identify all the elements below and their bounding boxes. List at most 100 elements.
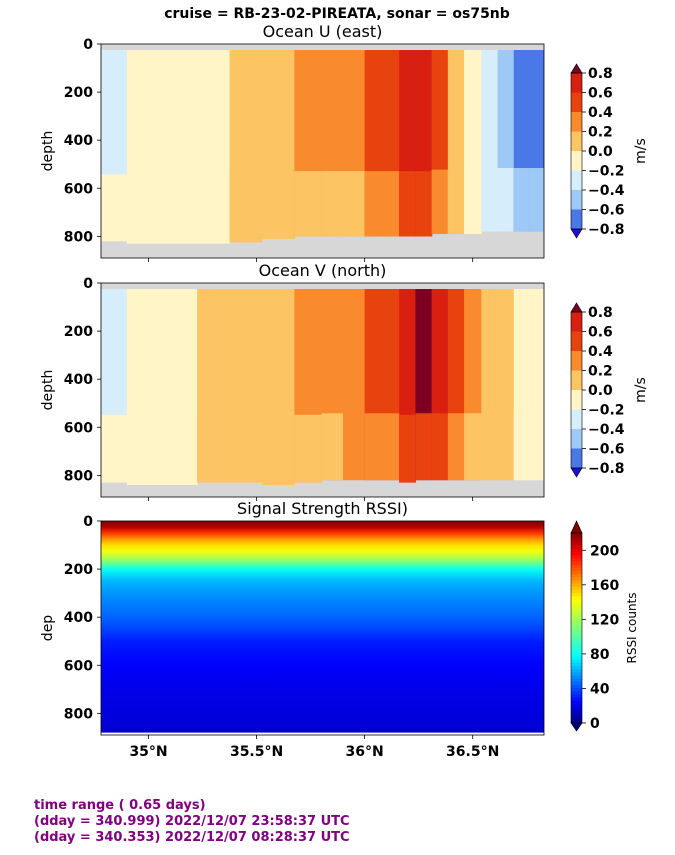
colorbar-segment <box>571 647 582 651</box>
colorbar-extend-max <box>570 520 583 534</box>
colorbar-segment <box>571 624 582 629</box>
colorbar-segment <box>571 666 582 670</box>
velocity-band-deep <box>294 171 323 237</box>
colorbar-segment <box>571 209 582 230</box>
colorbar-segment <box>571 716 582 721</box>
colorbar-extend-max <box>570 63 583 74</box>
colorbar-segment <box>571 678 582 683</box>
velocity-band-deep <box>415 413 433 481</box>
rssi-field <box>101 521 544 733</box>
colorbar-label: RSSI counts <box>625 592 639 663</box>
colorbar-segment <box>571 605 582 610</box>
colorbar-segment <box>571 567 582 572</box>
colorbar-segment <box>571 448 582 469</box>
velocity-band-deep <box>399 171 417 237</box>
colorbar-segment <box>571 580 582 585</box>
colorbar-tick-label: 0.6 <box>588 325 613 341</box>
colorbar-segment <box>571 351 582 371</box>
plot-area <box>101 44 544 258</box>
colorbar-tick-label: −0.6 <box>588 442 625 458</box>
colorbar-segment <box>571 73 582 93</box>
colorbar-tick-label: −0.2 <box>588 403 625 419</box>
colorbar-segment <box>571 312 582 332</box>
colorbar: 0.8 0.6 0.4 0.2 0.0 −0.2 −0.4 −0.6 −0.8 m/s <box>570 302 649 478</box>
velocity-band-deep <box>164 416 198 485</box>
velocity-band-deep <box>126 175 166 244</box>
y-axis-label: depth <box>40 370 56 411</box>
colorbar-segment <box>571 615 582 619</box>
axes-frame <box>100 282 545 498</box>
colorbar-segment <box>571 637 582 642</box>
y-tick-label: 400 <box>64 610 93 626</box>
colorbar-segment <box>571 574 582 578</box>
y-tick-label: 400 <box>64 372 93 388</box>
colorbar-segment <box>571 643 582 648</box>
colorbar-tick-label: −0.8 <box>588 222 625 238</box>
colorbar-segment <box>571 561 582 566</box>
colorbar-segment <box>571 370 582 391</box>
colorbar-tick-label: −0.4 <box>588 422 625 438</box>
colorbar-segment <box>571 700 582 705</box>
colorbar-segment <box>571 662 582 667</box>
colorbar-tick-label: 120 <box>590 612 619 628</box>
velocity-band-deep <box>164 175 198 244</box>
colorbar-segment <box>571 429 582 449</box>
colorbar-segment <box>571 542 582 547</box>
colorbar-tick-label: 0.4 <box>588 105 613 121</box>
velocity-band-deep <box>513 413 531 481</box>
colorbar-segment <box>571 710 582 714</box>
colorbar-segment <box>571 707 582 711</box>
velocity-band-deep <box>343 413 366 481</box>
colorbar-segment <box>571 577 582 581</box>
x-tick-label: 36.5°N <box>446 744 499 760</box>
x-tick-label: 36°N <box>346 744 384 760</box>
plot-area <box>101 521 544 733</box>
velocity-band-deep <box>399 414 417 483</box>
colorbar-tick-label: 0.8 <box>588 305 613 321</box>
colorbar-segment <box>571 533 582 537</box>
colorbar-segment <box>571 331 582 352</box>
velocity-band-deep <box>513 168 531 232</box>
velocity-band-deep <box>126 416 166 485</box>
velocity-band-deep <box>529 413 544 481</box>
colorbar-segment <box>571 170 582 191</box>
plot-area <box>101 283 544 497</box>
velocity-band-deep <box>101 174 128 242</box>
velocity-band-deep <box>431 413 449 481</box>
colorbar-tick-label: 80 <box>590 647 610 663</box>
velocity-band-deep <box>197 175 231 244</box>
velocity-band-deep <box>431 169 449 234</box>
colorbar: 200 160 120 80 40 0 RSSI counts <box>570 520 639 732</box>
velocity-band-deep <box>364 413 384 481</box>
colorbar-segment <box>571 112 582 132</box>
colorbar-segment <box>571 555 582 559</box>
colorbar-tick-label: 200 <box>590 543 619 559</box>
y-axis-label: dep <box>40 615 56 642</box>
axes-frame <box>100 43 545 259</box>
velocity-band-deep <box>229 414 263 483</box>
colorbar-tick-label: 0.2 <box>588 125 613 141</box>
colorbar-segment <box>571 704 582 708</box>
y-tick-label: 600 <box>64 658 93 674</box>
y-tick-label: 0 <box>83 276 93 292</box>
colorbar-tick-label: 0 <box>590 716 600 732</box>
y-tick-label: 400 <box>64 133 93 149</box>
colorbar-extend-min <box>570 228 583 239</box>
colorbar-segment <box>571 719 582 724</box>
colorbar-tick-label: 0.4 <box>588 344 613 360</box>
colorbar-tick-label: 0.0 <box>588 144 613 160</box>
y-tick-label: 200 <box>64 562 93 578</box>
colorbar-segment <box>571 558 582 562</box>
colorbar-segment <box>571 681 582 686</box>
velocity-band-deep <box>447 413 465 481</box>
panel-title: Ocean U (east) <box>263 22 383 41</box>
velocity-band-deep <box>294 414 323 483</box>
figure-suptitle: cruise = RB-23-02-PIREATA, sonar = os75n… <box>164 6 510 22</box>
colorbar-segment <box>571 92 582 113</box>
velocity-band-deep <box>464 169 482 234</box>
colorbar-segment <box>571 640 582 645</box>
colorbar-segment <box>571 590 582 594</box>
velocity-band-deep <box>261 416 296 485</box>
panel-title: Signal Strength RSSI) <box>237 499 408 518</box>
colorbar-tick-label: 0.2 <box>588 364 613 380</box>
